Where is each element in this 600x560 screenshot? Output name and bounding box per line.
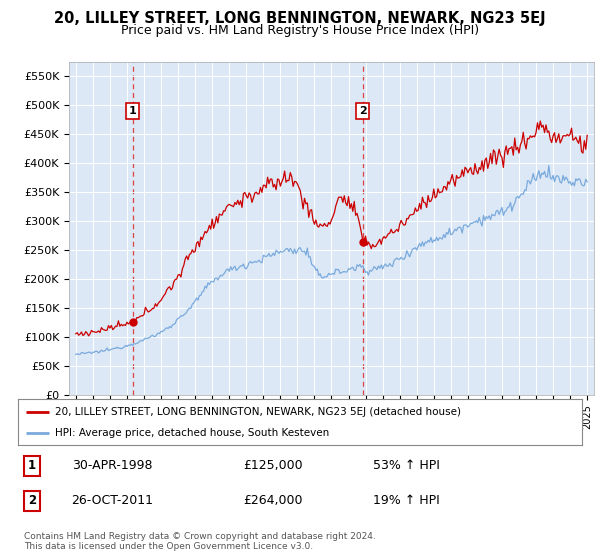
- Text: 53% ↑ HPI: 53% ↑ HPI: [373, 459, 440, 473]
- Text: 2: 2: [28, 494, 36, 507]
- Text: 30-APR-1998: 30-APR-1998: [71, 459, 152, 473]
- Text: 26-OCT-2011: 26-OCT-2011: [71, 494, 154, 507]
- Text: 20, LILLEY STREET, LONG BENNINGTON, NEWARK, NG23 5EJ: 20, LILLEY STREET, LONG BENNINGTON, NEWA…: [54, 11, 546, 26]
- Text: Price paid vs. HM Land Registry's House Price Index (HPI): Price paid vs. HM Land Registry's House …: [121, 24, 479, 37]
- Text: HPI: Average price, detached house, South Kesteven: HPI: Average price, detached house, Sout…: [55, 428, 329, 438]
- Text: £125,000: £125,000: [244, 459, 303, 473]
- Text: £264,000: £264,000: [244, 494, 303, 507]
- Text: 20, LILLEY STREET, LONG BENNINGTON, NEWARK, NG23 5EJ (detached house): 20, LILLEY STREET, LONG BENNINGTON, NEWA…: [55, 407, 461, 417]
- Text: 19% ↑ HPI: 19% ↑ HPI: [373, 494, 440, 507]
- Text: Contains HM Land Registry data © Crown copyright and database right 2024.
This d: Contains HM Land Registry data © Crown c…: [24, 532, 376, 552]
- Text: 1: 1: [28, 459, 36, 473]
- Text: 2: 2: [359, 106, 367, 116]
- Text: 1: 1: [129, 106, 136, 116]
